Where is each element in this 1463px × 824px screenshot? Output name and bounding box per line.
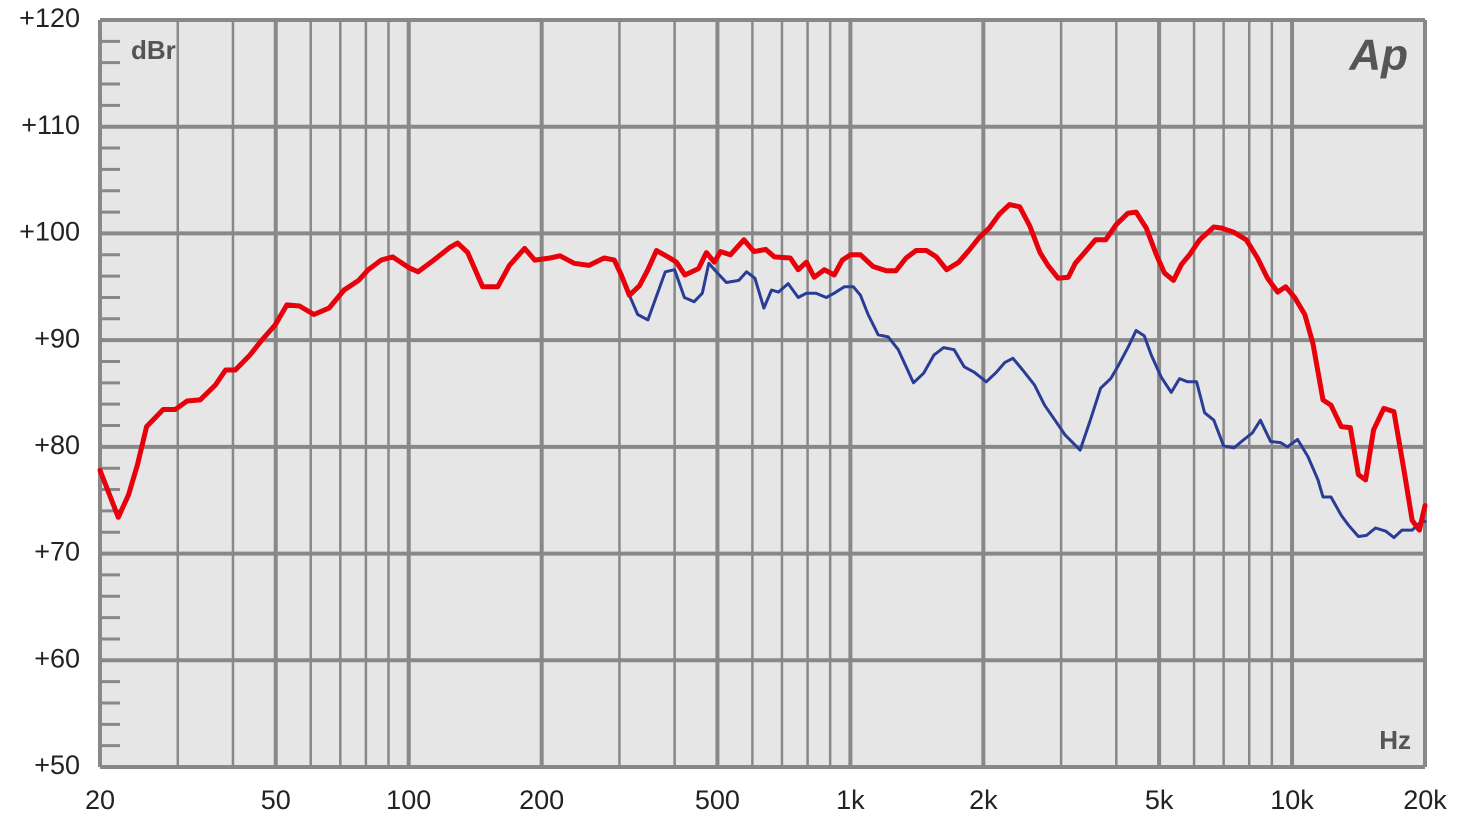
x-unit: Hz: [1379, 725, 1411, 755]
x-tick-label: 20: [85, 785, 115, 815]
x-tick-label: 5k: [1145, 785, 1174, 815]
x-tick-label: 10k: [1270, 785, 1314, 815]
x-tick-label: 100: [386, 785, 431, 815]
y-tick-label: +100: [19, 217, 80, 247]
x-tick-label: 20k: [1403, 785, 1447, 815]
y-tick-label: +90: [34, 323, 80, 353]
x-tick-label: 50: [261, 785, 291, 815]
series-line: [97, 202, 1428, 533]
logo: Ap: [1348, 31, 1408, 80]
y-tick-label: +60: [34, 643, 80, 673]
y-unit: dBr: [131, 35, 176, 65]
y-tick-label: +110: [21, 110, 80, 140]
y-tick-label: +70: [34, 537, 80, 567]
x-tick-label: 2k: [969, 785, 998, 815]
plot-area: [100, 20, 1425, 767]
x-tick-label: 200: [519, 785, 564, 815]
y-tick-label: +120: [19, 3, 80, 33]
x-tick-label: 500: [695, 785, 740, 815]
series-line: [619, 261, 1427, 540]
x-tick-label: 1k: [836, 785, 865, 815]
y-tick-label: +80: [34, 430, 80, 460]
y-tick-label: +50: [34, 750, 80, 780]
